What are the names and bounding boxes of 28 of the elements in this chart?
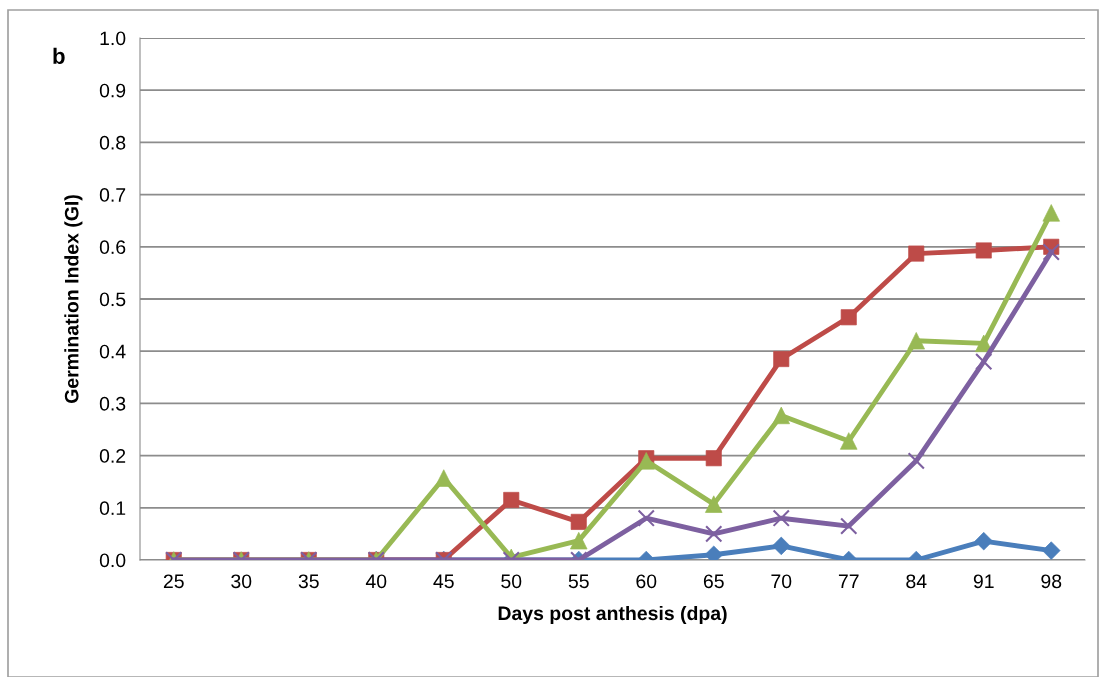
x-tick-label: 65 [703,574,724,589]
x-tick-label: 55 [568,574,589,589]
y-tick-label: 0.1 [99,501,126,516]
y-tick-label: 0.7 [99,188,126,202]
y-tick-label: 0.8 [99,135,126,150]
text: b [53,47,65,64]
x-tick-label: 60 [636,574,657,589]
y-tick-label: 0.5 [99,292,126,307]
x-tick-label: 40 [365,574,387,589]
y-tick-label: 0.9 [99,83,126,98]
x-tick-label: 70 [771,574,792,589]
y-tick-label: 1.0 [100,31,126,46]
y-axis-title: Germination Index (GI) [64,195,83,403]
x-tick-label: 30 [231,574,252,589]
x-tick-label: 35 [298,574,319,589]
y-tick-label: 0.6 [99,240,126,255]
x-tick-label: 91 [973,574,994,589]
y-tick-label: 0.2 [99,449,126,463]
x-axis-title: Days post anthesis (dpa) [498,605,727,625]
x-tick-label: 25 [163,574,184,589]
x-tick-label: 98 [1041,574,1062,589]
y-tick-label: 0.4 [99,344,126,359]
x-tick-label: 45 [433,574,454,589]
x-tick-label: 50 [501,574,522,589]
x-tick-label: 77 [838,574,859,588]
y-tick-label: 0.3 [99,396,126,411]
x-tick-label: 84 [906,574,927,589]
y-tick-label: 0.0 [99,553,126,568]
